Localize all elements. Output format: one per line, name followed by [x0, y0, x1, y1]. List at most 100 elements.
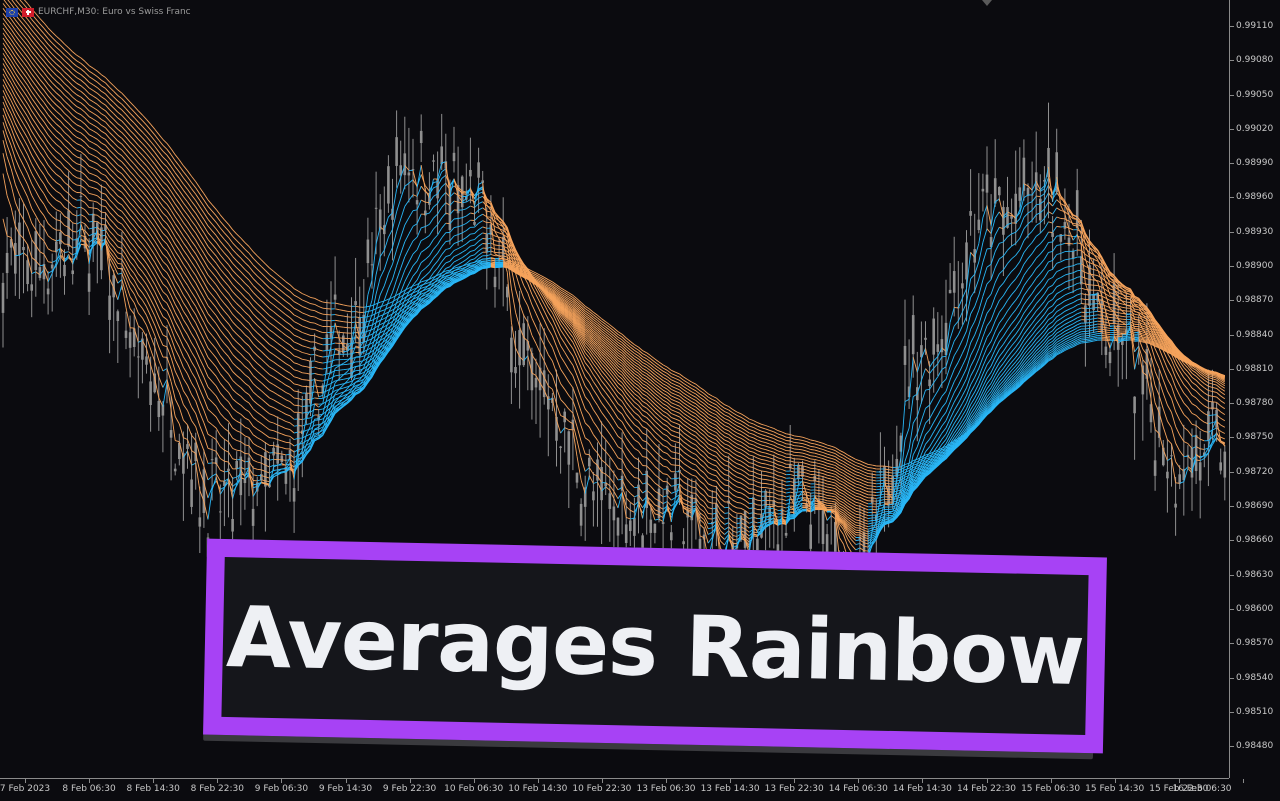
- ribbon-segment: [138, 303, 142, 308]
- ribbon-segment: [1069, 266, 1073, 267]
- ribbon-segment: [1065, 267, 1069, 268]
- ribbon-segment: [639, 478, 643, 484]
- ribbon-segment: [32, 124, 36, 130]
- ribbon-segment: [81, 235, 85, 236]
- ribbon-segment: [561, 346, 565, 353]
- ribbon-segment: [204, 331, 208, 339]
- ribbon-segment: [999, 296, 1003, 301]
- ribbon-segment: [421, 249, 425, 252]
- ribbon-segment: [856, 520, 860, 521]
- ribbon-segment: [196, 427, 200, 440]
- ribbon-segment: [122, 249, 126, 255]
- ribbon-segment: [265, 435, 269, 438]
- ribbon-segment: [479, 182, 483, 184]
- ribbon-segment: [171, 329, 175, 340]
- ribbon-segment: [983, 326, 987, 337]
- ribbon-segment: [1016, 313, 1020, 319]
- ribbon-segment: [1172, 376, 1176, 387]
- ribbon-segment: [188, 326, 192, 334]
- ribbon-segment: [208, 387, 212, 391]
- ribbon-segment: [1073, 264, 1077, 266]
- ribbon-segment: [212, 474, 216, 476]
- ribbon-segment: [606, 381, 610, 386]
- ribbon-segment: [958, 403, 962, 410]
- ribbon-segment: [179, 338, 183, 347]
- ribbon-segment: [1012, 310, 1016, 315]
- ribbon-segment: [942, 421, 946, 426]
- ribbon-segment: [680, 490, 684, 494]
- ribbon-segment: [913, 434, 917, 442]
- ribbon-segment: [589, 414, 593, 422]
- ribbon-segment: [926, 430, 930, 435]
- candle-body: [211, 459, 214, 460]
- ribbon-segment: [651, 478, 655, 483]
- ribbon-segment: [782, 503, 786, 504]
- ribbon-segment: [216, 481, 220, 490]
- candle-body: [650, 520, 653, 533]
- ribbon-segment: [208, 348, 212, 353]
- ribbon-segment: [434, 245, 438, 250]
- ribbon-segment: [552, 326, 556, 336]
- candle-body: [420, 131, 423, 143]
- ribbon-segment: [134, 260, 138, 267]
- ribbon-segment: [208, 339, 212, 344]
- candle-body: [494, 277, 497, 287]
- ribbon-segment: [241, 414, 245, 418]
- ribbon-segment: [229, 482, 233, 492]
- ribbon-segment: [593, 390, 597, 396]
- ribbon-segment: [651, 454, 655, 459]
- ribbon-segment: [1221, 389, 1225, 392]
- ribbon-segment: [274, 408, 278, 410]
- ribbon-segment: [179, 380, 183, 391]
- ribbon-segment: [85, 217, 89, 222]
- ribbon-segment: [803, 498, 807, 500]
- ribbon-segment: [159, 292, 163, 300]
- ribbon-segment: [175, 339, 179, 347]
- ribbon-segment: [585, 357, 589, 362]
- ribbon-segment: [438, 262, 442, 268]
- ribbon-segment: [1016, 273, 1020, 279]
- ribbon-segment: [999, 351, 1003, 356]
- ribbon-segment: [639, 435, 643, 441]
- ribbon-segment: [89, 201, 93, 202]
- ribbon-segment: [626, 457, 630, 462]
- ribbon-segment: [376, 321, 380, 333]
- ribbon-segment: [335, 323, 339, 339]
- ribbon-segment: [24, 110, 28, 117]
- ribbon-segment: [1028, 202, 1032, 204]
- candle-body: [137, 356, 140, 357]
- ribbon-segment: [142, 293, 146, 299]
- ribbon-segment: [1221, 392, 1225, 395]
- ribbon-segment: [60, 194, 64, 199]
- ribbon-segment: [950, 369, 954, 379]
- ribbon-segment: [741, 503, 745, 505]
- ribbon-segment: [614, 491, 618, 498]
- ribbon-segment: [147, 315, 151, 325]
- ribbon-segment: [19, 158, 23, 166]
- ribbon-segment: [142, 329, 146, 337]
- ribbon-segment: [56, 151, 60, 154]
- ribbon-segment: [1028, 275, 1032, 280]
- ribbon-segment: [581, 345, 585, 353]
- ribbon-segment: [1184, 403, 1188, 408]
- ribbon-segment: [458, 240, 462, 242]
- ribbon-segment: [65, 167, 69, 171]
- candle-body: [576, 473, 579, 483]
- ribbon-segment: [614, 451, 618, 458]
- ribbon-segment: [1053, 245, 1057, 251]
- ribbon-segment: [663, 502, 667, 504]
- ribbon-segment: [548, 341, 552, 348]
- ribbon-segment: [475, 246, 479, 250]
- ribbon-segment: [126, 230, 130, 236]
- ribbon-segment: [598, 396, 602, 403]
- ribbon-segment: [417, 263, 421, 272]
- ribbon-segment: [581, 480, 585, 493]
- ribbon-segment: [729, 518, 733, 522]
- ribbon-segment: [52, 239, 56, 241]
- ribbon-segment: [1221, 412, 1225, 415]
- ribbon-segment: [971, 321, 975, 329]
- ribbon-segment: [942, 391, 946, 396]
- ribbon-segment: [11, 169, 15, 184]
- ribbon-segment: [1028, 231, 1032, 235]
- candle-body: [904, 346, 907, 365]
